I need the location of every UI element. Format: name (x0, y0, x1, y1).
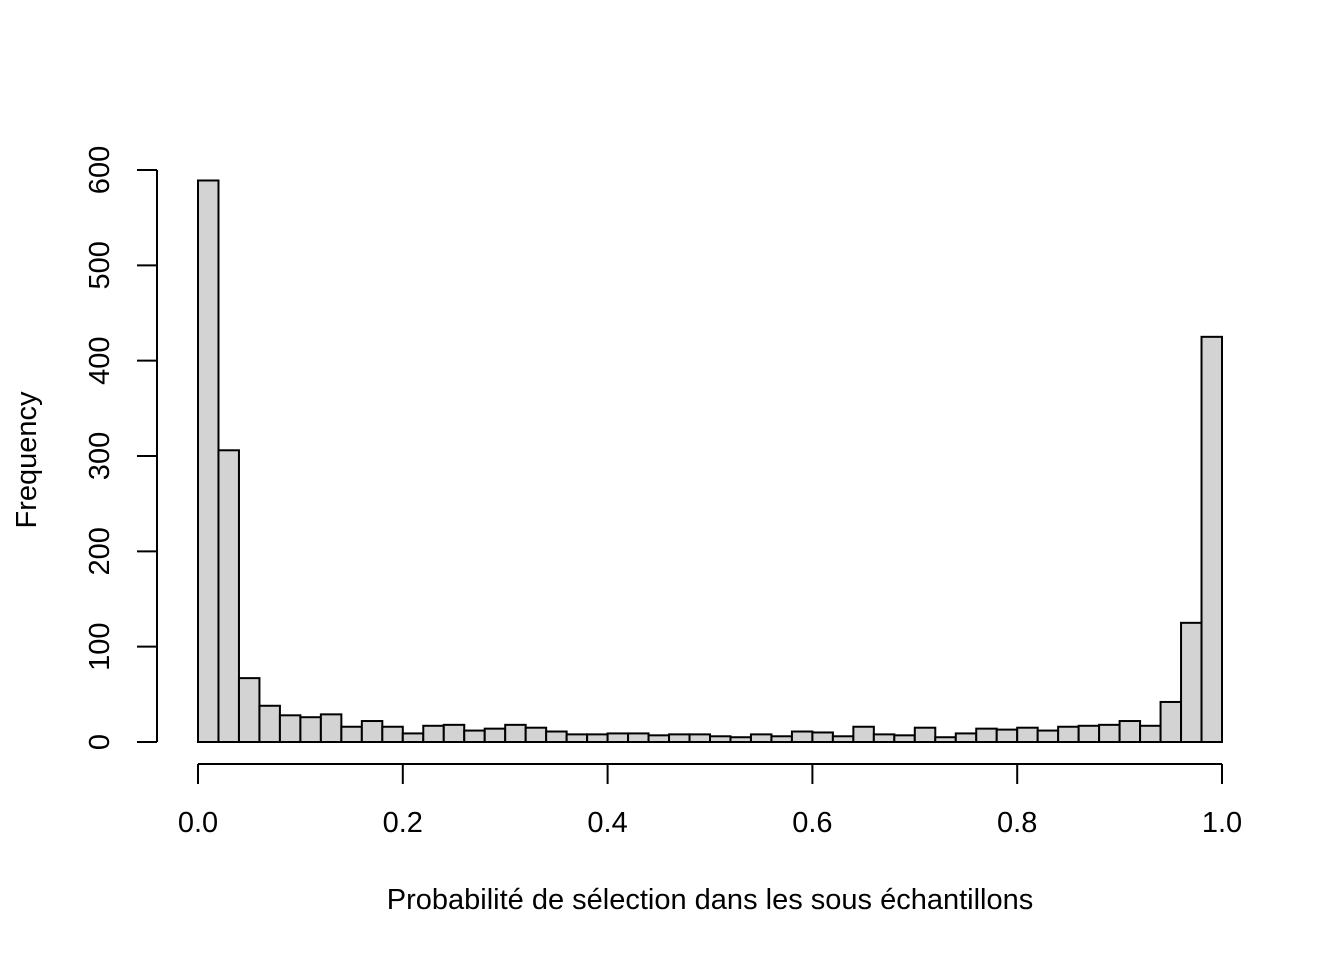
histogram-bar (1180, 621, 1203, 743)
histogram-bar (913, 726, 937, 744)
y-tick-label: 200 (84, 527, 116, 575)
x-tick-label: 1.0 (1202, 807, 1242, 839)
histogram-bar (1036, 729, 1060, 743)
histogram-bar (1118, 720, 1142, 744)
histogram-bar (586, 733, 609, 744)
y-axis: 0 100 200 300 400 500 600 (84, 146, 158, 750)
y-tick-label: 400 (84, 336, 116, 384)
histogram-bar (1077, 724, 1101, 744)
histogram-bar (729, 736, 752, 744)
histogram-bar (995, 728, 1019, 744)
histogram-bar (872, 733, 896, 744)
histogram-bar (1139, 724, 1162, 744)
x-tick-label: 0.4 (587, 807, 627, 839)
histogram-bar (299, 716, 322, 743)
x-tick-label: 0.0 (178, 807, 218, 839)
histogram-bar (340, 725, 363, 743)
histogram-bar (319, 713, 343, 743)
histogram-bar (258, 704, 281, 743)
histogram-bar (217, 449, 240, 743)
histogram-bar (360, 720, 384, 744)
x-tick-label: 0.2 (383, 807, 423, 839)
histogram-bar (237, 677, 261, 743)
x-tick-label: 0.6 (792, 807, 832, 839)
y-tick-label: 100 (84, 622, 116, 670)
histogram-bar (770, 735, 793, 744)
histogram-bar (975, 727, 998, 743)
histogram-bar (852, 725, 875, 743)
histogram-bar (647, 734, 671, 743)
histogram-bar (790, 730, 814, 743)
histogram-bar (606, 732, 630, 743)
histogram-bar (1159, 700, 1183, 744)
x-axis-title: Probabilité de sélection dans les sous é… (387, 884, 1033, 916)
histogram-bar (197, 179, 220, 743)
x-axis: 0.0 0.2 0.4 0.6 0.8 1.0 (178, 763, 1242, 839)
histogram-bar (627, 732, 650, 743)
histogram-bar (893, 734, 916, 743)
histogram-bar (831, 735, 855, 744)
histogram-bar (278, 714, 302, 743)
x-tick-label: 0.8 (997, 807, 1037, 839)
histogram-bar (504, 723, 527, 744)
histogram-bar (749, 733, 773, 744)
histogram-bar (1057, 725, 1080, 743)
histogram-bar (401, 732, 425, 743)
histogram-bar (688, 733, 712, 744)
histogram-bar (463, 729, 486, 743)
histogram-bar (565, 733, 589, 744)
y-tick-label: 0 (84, 734, 116, 750)
y-tick-label: 300 (84, 432, 116, 480)
histogram-bar (668, 733, 691, 744)
y-tick-label: 500 (84, 241, 116, 289)
histogram-bar (1098, 723, 1121, 744)
histogram-bar (1016, 726, 1039, 744)
histogram-bar (381, 725, 404, 743)
histogram-bar (1200, 335, 1224, 743)
histogram-bar (934, 736, 957, 744)
histogram-bar (709, 735, 732, 744)
histogram-bar (954, 732, 978, 743)
histogram-bar (442, 723, 466, 744)
histogram-bar (422, 724, 445, 744)
histogram-bar (811, 731, 834, 744)
histogram-bars (197, 179, 1224, 744)
y-axis-title: Frequency (11, 391, 43, 529)
y-tick-label: 600 (84, 146, 116, 194)
histogram-bar (524, 726, 548, 744)
histogram-bar (483, 727, 507, 743)
histogram-bar (545, 730, 568, 743)
